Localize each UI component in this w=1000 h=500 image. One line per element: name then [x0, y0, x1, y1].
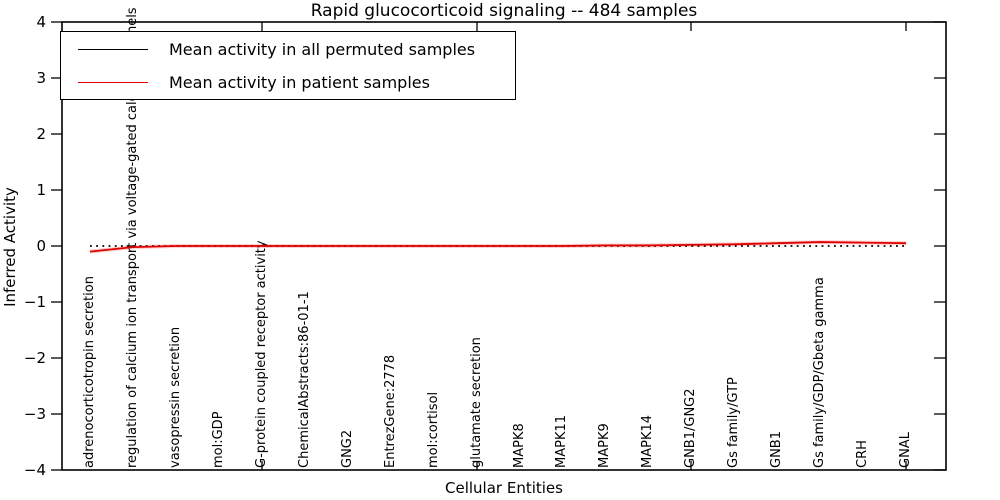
x-tick-label: Gs family/GDP/Gbeta gamma [812, 277, 827, 468]
legend-item-patient: Mean activity in patient samples [61, 66, 515, 99]
legend-label: Mean activity in patient samples [169, 72, 430, 92]
y-tick-label: 0 [36, 237, 46, 255]
chart-title: Rapid glucocorticoid signaling -- 484 sa… [310, 1, 698, 21]
y-tick-label: −3 [23, 405, 46, 423]
permuted-line-icon [78, 48, 148, 50]
legend-item-permuted: Mean activity in all permuted samples [61, 33, 515, 66]
x-tick-label: mol:cortisol [426, 391, 441, 468]
x-tick-label: Gs family/GTP [726, 377, 741, 468]
x-tick-label: MAPK9 [597, 423, 612, 468]
y-tick-label: −4 [23, 461, 46, 479]
x-tick-label: ChemicalAbstracts:86-01-1 [297, 291, 312, 468]
y-tick-label: −1 [23, 293, 46, 311]
x-tick-label: G-protein coupled receptor activity [254, 240, 269, 468]
patient-mean-line [89, 241, 907, 253]
x-tick-label: MAPK14 [640, 414, 655, 468]
x-tick-label: EntrezGene:2778 [383, 354, 398, 468]
x-tick-label: CRH [855, 440, 870, 468]
y-axis-label: Inferred Activity [1, 187, 19, 307]
x-tick-label: GNB1 [769, 431, 784, 468]
x-tick-label: GNAL [898, 432, 913, 468]
y-tick-label: 3 [36, 69, 46, 87]
x-tick-label: GNB1/GNG2 [683, 388, 698, 468]
x-tick-label: adrenocorticotropin secretion [82, 276, 97, 468]
legend: Mean activity in all permuted samples Me… [60, 31, 516, 100]
y-tick-label: 1 [36, 181, 46, 199]
patient-line-glow [89, 240, 907, 254]
y-tick-label: −2 [23, 349, 46, 367]
y-tick-label: 2 [36, 125, 46, 143]
x-tick-label: GNG2 [340, 429, 355, 468]
x-tick-label: MAPK11 [554, 414, 569, 468]
x-axis-label: Cellular Entities [445, 479, 563, 497]
x-tick-label: glutamate secretion [469, 337, 484, 468]
x-tick-label: MAPK8 [512, 423, 527, 468]
x-tick-label: mol:GDP [211, 411, 226, 468]
x-tick-label: vasopressin secretion [168, 326, 183, 468]
legend-label: Mean activity in all permuted samples [169, 39, 476, 59]
patient-line-icon [78, 81, 148, 83]
y-tick-label: 4 [36, 13, 46, 31]
